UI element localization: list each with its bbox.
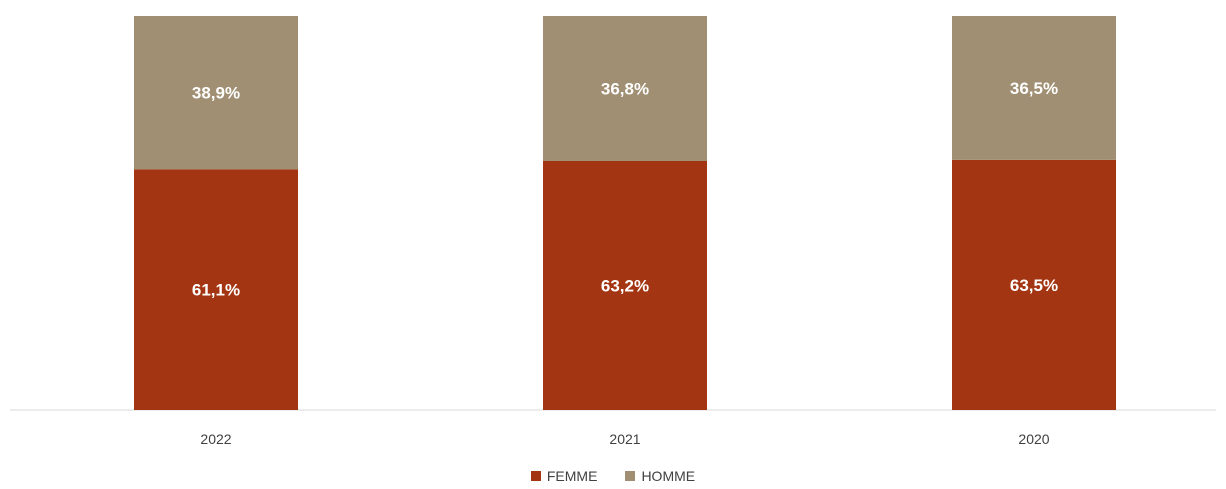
bar-homme-2021 — [543, 16, 707, 161]
x-tick-label-2020: 2020 — [1018, 431, 1049, 447]
data-label-femme-2020: 63,5% — [1010, 276, 1058, 295]
stacked-bar-chart: 61,1% 38,9% 63,2% 36,8% 63,5% 36,5% 2022 2021 2… — [10, 16, 1216, 447]
legend-swatch-homme — [625, 471, 636, 481]
data-label-femme-2021: 63,2% — [601, 276, 649, 295]
x-tick-label-2021: 2021 — [609, 431, 640, 447]
bar-femme-2021 — [543, 160, 707, 410]
legend-item-femme: FEMME — [530, 468, 598, 484]
bar-femme-2020 — [952, 159, 1116, 410]
data-label-homme-2021: 36,8% — [601, 79, 649, 98]
legend-label-homme: HOMME — [641, 468, 696, 484]
legend-item-homme: HOMME — [625, 468, 695, 484]
bar-homme-2020 — [952, 16, 1116, 160]
data-label-femme-2022: 61,1% — [192, 281, 240, 300]
data-label-homme-2022: 38,9% — [192, 84, 240, 103]
bar-homme-2022 — [134, 16, 298, 170]
data-label-homme-2020: 36,5% — [1010, 79, 1058, 98]
legend: FEMME HOMME — [0, 468, 1226, 484]
x-tick-label-2022: 2022 — [200, 431, 231, 447]
legend-swatch-femme — [530, 471, 541, 481]
legend-label-femme: FEMME — [546, 468, 598, 484]
bar-femme-2022 — [134, 169, 298, 410]
